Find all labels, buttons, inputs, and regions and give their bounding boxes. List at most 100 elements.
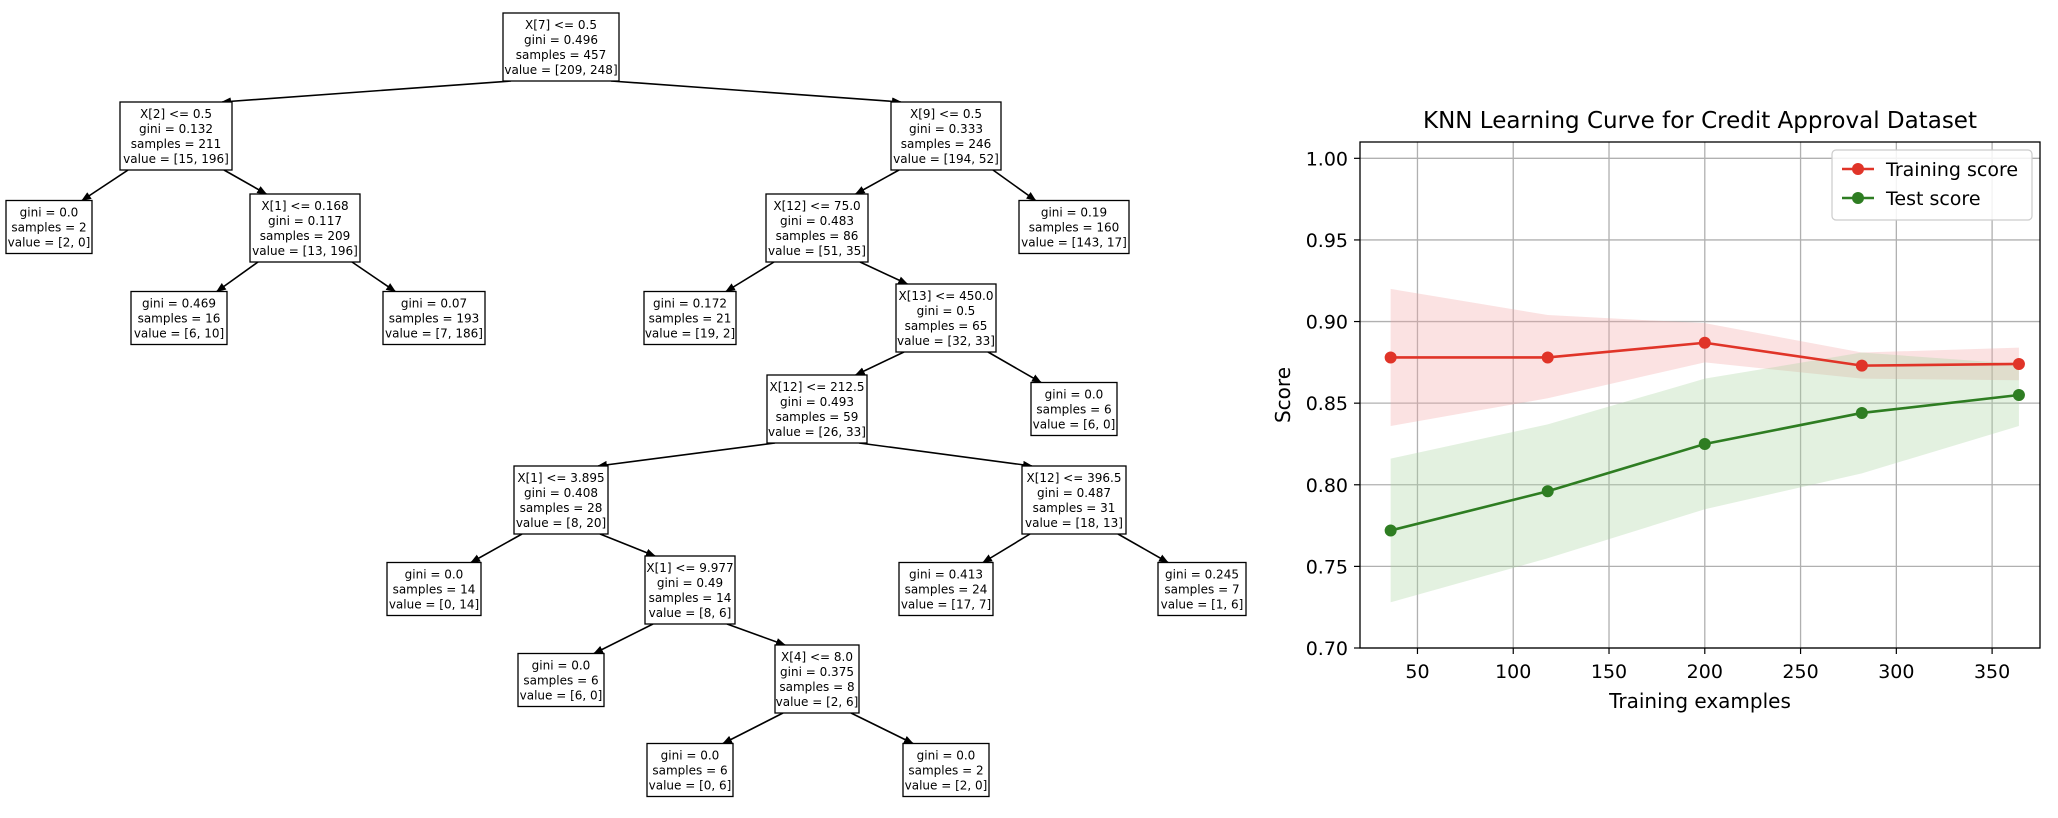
tree-node-line: value = [6, 10]: [134, 327, 224, 341]
tree-node-line: samples = 14: [649, 591, 732, 605]
tree-edge: [470, 533, 523, 564]
tree-node-line: samples = 246: [901, 137, 991, 151]
tree-node-line: gini = 0.5: [917, 304, 976, 318]
tree-node-box: [1021, 465, 1127, 535]
tree-node-line: value = [0, 14]: [389, 598, 479, 612]
x-tick-label: 300: [1878, 661, 1914, 683]
tree-node-box: [765, 193, 869, 263]
tree-edge: [726, 623, 786, 646]
tree-edge: [221, 80, 512, 106]
tree-node-box: [774, 644, 860, 714]
tree-node-line: X[12] <= 396.5: [1027, 471, 1122, 485]
tree-edge: [223, 169, 268, 195]
tree-edge: [725, 261, 775, 293]
tree-node-line: samples = 6: [652, 764, 727, 778]
tree-node-line: samples = 65: [905, 319, 988, 333]
tree-node-line: samples = 14: [393, 583, 476, 597]
tree-node-line: gini = 0.117: [268, 214, 342, 228]
tree-node-line: value = [2, 0]: [905, 779, 988, 793]
chart-points: [1384, 336, 2025, 537]
learning-curve-chart: 50 100 150 200 250 300 350 0.70 0.75 0.80 0.85 0.9…: [1271, 108, 2041, 713]
y-tick-label: 0.80: [1306, 475, 1348, 497]
tree-node-line: samples = 8: [779, 680, 854, 694]
tree-node-line: value = [2, 6]: [776, 695, 859, 709]
tree-edge: [722, 712, 784, 745]
point-training: [1541, 351, 1554, 364]
legend-marker: [1852, 163, 1864, 175]
tree-node-line: gini = 0.333: [909, 122, 983, 136]
tree-edge: [992, 169, 1037, 202]
tree-edge: [859, 261, 909, 285]
tree-node-line: gini = 0.0: [20, 206, 79, 220]
point-training: [1384, 351, 1397, 364]
tree-node-line: value = [32, 33]: [897, 334, 995, 348]
tree-edge: [850, 712, 914, 745]
tree-node-line: value = [13, 196]: [252, 244, 358, 258]
tree-node-line: samples = 21: [649, 312, 732, 326]
tree-node-line: gini = 0.469: [142, 297, 216, 311]
tree-node-line: samples = 2: [908, 764, 983, 778]
tree-node-line: gini = 0.483: [780, 214, 854, 228]
tree-node-line: gini = 0.0: [532, 659, 591, 673]
legend-box: [1831, 149, 2033, 221]
tree-node-line: samples = 28: [520, 501, 603, 515]
legend-label: Test score: [1885, 188, 1981, 210]
tree-node-line: samples = 31: [1033, 501, 1116, 515]
tree-node-line: value = [0, 6]: [649, 779, 732, 793]
y-tick-label: 1.00: [1306, 148, 1348, 170]
tree-edge: [593, 623, 654, 655]
y-axis-ticks: 0.70 0.75 0.80 0.85 0.90 0.95 1.00: [1306, 148, 1360, 660]
tree-node-line: samples = 59: [776, 410, 859, 424]
tree-node-line: X[2] <= 0.5: [140, 107, 212, 121]
tree-node-box: [386, 561, 482, 617]
tree-node-line: samples = 2: [11, 221, 86, 235]
x-tick-label: 150: [1591, 661, 1627, 683]
tree-node-line: value = [17, 7]: [901, 598, 991, 612]
tree-node-box: [895, 283, 997, 353]
tree-node-line: value = [6, 0]: [1033, 418, 1116, 432]
x-tick-label: 100: [1495, 661, 1531, 683]
tree-edge: [215, 261, 259, 293]
plot-frame: [1359, 141, 2041, 649]
tree-edge: [351, 261, 397, 293]
tree-node-line: samples = 7: [1164, 583, 1239, 597]
point-test: [1855, 406, 1868, 419]
point-test: [1384, 524, 1397, 537]
tree-node-line: gini = 0.487: [1037, 486, 1111, 500]
y-tick-label: 0.75: [1306, 556, 1348, 578]
tree-node-line: value = [2, 0]: [8, 236, 91, 250]
tree-node-line: gini = 0.408: [524, 486, 598, 500]
tree-node-line: gini = 0.496: [524, 33, 598, 47]
tree-node-line: value = [194, 52]: [893, 152, 999, 166]
point-test: [1698, 437, 1711, 450]
tree-node-line: X[1] <= 0.168: [261, 199, 348, 213]
tree-node-box: [766, 374, 868, 444]
tree-node-line: samples = 160: [1029, 221, 1119, 235]
tree-node-box: [513, 465, 609, 535]
tree-node-line: value = [1, 6]: [1161, 598, 1244, 612]
tree-edges: [81, 80, 1169, 745]
point-training: [1698, 336, 1711, 349]
tree-node-line: X[4] <= 8.0: [781, 650, 853, 664]
y-axis-label: Score: [1271, 367, 1295, 423]
y-tick-label: 0.85: [1306, 393, 1348, 415]
